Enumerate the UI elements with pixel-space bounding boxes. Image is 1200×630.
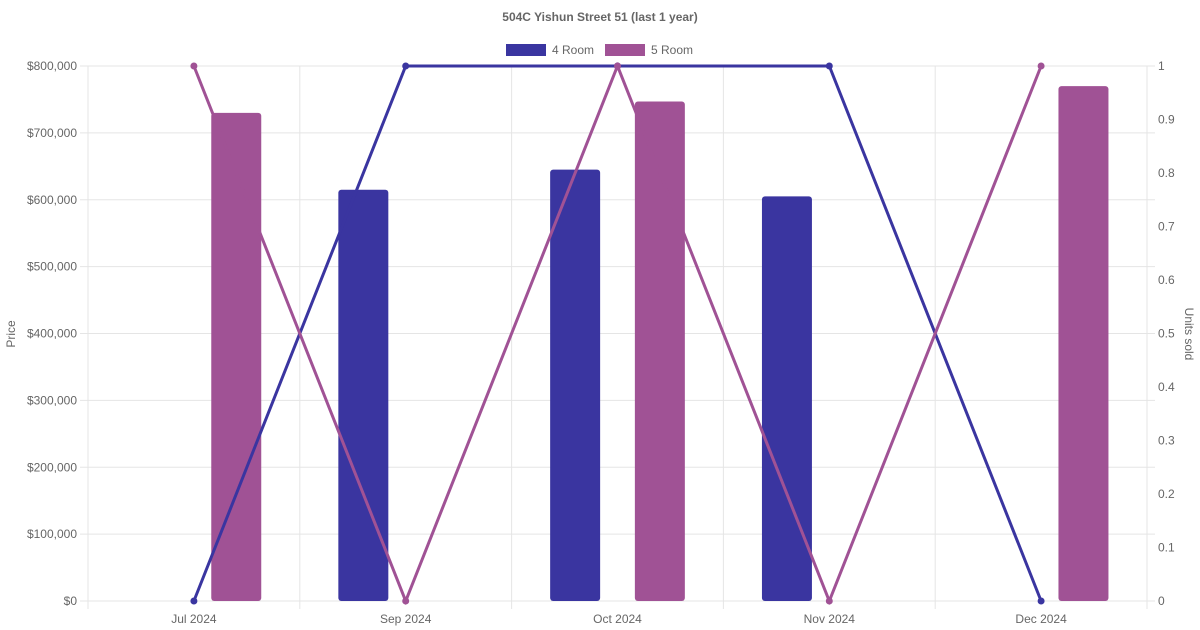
bar-4-room[interactable]	[761, 196, 812, 601]
x-tick-label: Oct 2024	[593, 612, 642, 626]
y-right-tick-label: 0.1	[1158, 541, 1175, 555]
y-left-tick-label: $600,000	[27, 193, 77, 207]
y-axis-right-title: Units sold	[1182, 308, 1196, 361]
y-right-tick-label: 0.3	[1158, 434, 1175, 448]
y-left-tick-label: $500,000	[27, 260, 77, 274]
y-right-tick-label: 0.5	[1158, 327, 1175, 341]
bar-5-room[interactable]	[1058, 86, 1109, 601]
bar-4-room[interactable]	[338, 189, 389, 601]
legend-swatch-5-room[interactable]	[605, 44, 645, 56]
legend: 4 Room 5 Room	[506, 43, 693, 57]
lines	[190, 61, 1045, 606]
y-right-tick-label: 0.9	[1158, 113, 1175, 127]
y-left-tick-label: $800,000	[27, 59, 77, 73]
y-axis-left-title: Price	[4, 320, 18, 348]
x-tick-label: Jul 2024	[171, 612, 217, 626]
y-left-tick-label: $300,000	[27, 393, 77, 407]
x-axis-ticks: Jul 2024 Sep 2024 Oct 2024 Nov 2024 Dec 2024	[171, 612, 1067, 626]
y-right-tick-label: 0.2	[1158, 487, 1175, 501]
point-4-room[interactable]	[825, 62, 833, 70]
bar-5-room[interactable]	[634, 101, 685, 601]
legend-label-5-room[interactable]: 5 Room	[651, 43, 693, 57]
point-4-room[interactable]	[190, 597, 198, 605]
x-tick-label: Sep 2024	[380, 612, 432, 626]
y-left-tick-label: $100,000	[27, 527, 77, 541]
bars	[211, 86, 1109, 601]
bar-4-room[interactable]	[550, 169, 601, 601]
y-right-tick-label: 0.4	[1158, 380, 1175, 394]
y-right-tick-label: 1	[1158, 59, 1165, 73]
y-right-tick-label: 0.8	[1158, 166, 1175, 180]
point-5-room[interactable]	[614, 62, 621, 70]
y-left-tick-label: $200,000	[27, 460, 77, 474]
point-5-room[interactable]	[402, 597, 410, 605]
y-right-tick-label: 0.7	[1158, 220, 1175, 234]
point-4-room[interactable]	[402, 62, 410, 70]
right-axis-ticks: 0 0.1 0.2 0.3 0.4 0.5 0.6 0.7 0.8 0.9 1	[1158, 59, 1175, 608]
legend-swatch-4-room[interactable]	[506, 44, 546, 56]
y-left-tick-label: $0	[64, 594, 78, 608]
point-5-room[interactable]	[825, 597, 833, 605]
legend-label-4-room[interactable]: 4 Room	[552, 43, 594, 57]
x-tick-label: Dec 2024	[1015, 612, 1067, 626]
y-right-tick-label: 0.6	[1158, 273, 1175, 287]
y-right-tick-label: 0	[1158, 594, 1165, 608]
point-4-room[interactable]	[1037, 597, 1045, 605]
left-axis-ticks: $0 $100,000 $200,000 $300,000 $400,000 $500,0…	[27, 59, 77, 608]
y-left-tick-label: $700,000	[27, 126, 77, 140]
x-tick-label: Nov 2024	[804, 612, 856, 626]
bar-5-room[interactable]	[211, 112, 262, 601]
chart-title: 504C Yishun Street 51 (last 1 year)	[502, 10, 697, 24]
y-left-tick-label: $400,000	[27, 327, 77, 341]
point-5-room[interactable]	[190, 62, 198, 70]
point-5-room[interactable]	[1037, 62, 1045, 70]
